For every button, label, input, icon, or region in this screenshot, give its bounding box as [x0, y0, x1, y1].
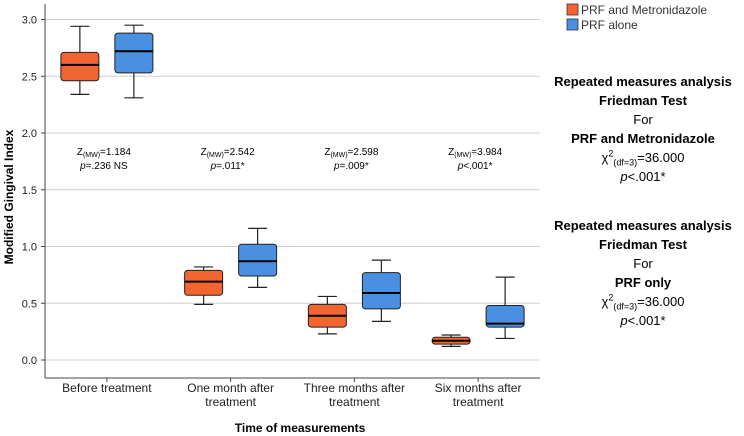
note-test: Friedman Test	[599, 93, 687, 108]
box-prf-metronidazole	[307, 295, 347, 335]
x-tick-label: Six months after treatment	[435, 381, 522, 409]
box-iqr	[485, 305, 525, 328]
note-p-value: p<.001*	[620, 313, 666, 328]
note-title: Repeated measures analysis	[554, 218, 732, 233]
friedman-note-prf: Repeated measures analysis Friedman Test…	[542, 216, 744, 330]
box-iqr	[60, 51, 100, 82]
box-prf-metronidazole	[60, 25, 100, 96]
legend-swatch	[566, 3, 579, 16]
note-group: PRF only	[614, 275, 672, 290]
box-prf-metronidazole	[184, 266, 224, 305]
mann-whitney-p: p=.009*	[333, 161, 369, 172]
x-tick-label: Three months after treatment	[304, 381, 405, 409]
box-iqr	[238, 243, 278, 277]
mann-whitney-z: Z(MW)=2.598	[324, 147, 379, 159]
box-prf-alone	[485, 276, 525, 340]
mann-whitney-p: p=.236 NS	[79, 161, 128, 172]
legend-label: PRF and Metronidazole	[581, 3, 707, 17]
mann-whitney-z: Z(MW)=1.184	[77, 147, 132, 159]
legend-swatch	[566, 18, 579, 31]
box-iqr	[361, 272, 401, 310]
y-tick-label: 1.5	[22, 185, 37, 197]
note-group: PRF and Metronidazole	[571, 131, 715, 146]
x-tick-label: Before treatment	[62, 381, 152, 395]
y-tick-label: 0.0	[22, 355, 37, 367]
x-tick-label: One month after treatment	[187, 381, 274, 409]
note-chi-square: χ2(df=3)=36.000	[601, 292, 685, 312]
mann-whitney-z: Z(MW)=2.542	[201, 147, 256, 159]
y-tick-label: 2.0	[22, 128, 37, 140]
y-tick-label: 0.5	[22, 298, 37, 310]
box-prf-alone	[361, 259, 401, 323]
box-prf-alone	[238, 227, 278, 288]
y-tick-label: 3.0	[22, 15, 37, 27]
box-iqr	[184, 269, 224, 296]
box-iqr	[114, 32, 154, 74]
x-axis-label: Time of measurements	[235, 421, 366, 435]
mann-whitney-z: Z(MW)=3.984	[448, 147, 503, 159]
box-prf-metronidazole	[431, 334, 471, 347]
mann-whitney-p: p=.011*	[210, 161, 245, 172]
legend-label: PRF alone	[581, 18, 638, 32]
box-prf-alone	[114, 24, 154, 99]
note-chi-square: χ2(df=3)=36.000	[601, 148, 685, 168]
note-test: Friedman Test	[599, 237, 687, 252]
y-axis-label: Modified Gingival Index	[2, 129, 16, 264]
friedman-note-combined: Repeated measures analysis Friedman Test…	[542, 72, 744, 186]
note-title: Repeated measures analysis	[554, 74, 732, 89]
note-for: For	[633, 256, 653, 271]
y-tick-label: 1.0	[22, 242, 37, 254]
y-tick-label: 2.5	[22, 71, 37, 83]
note-p-value: p<.001*	[620, 169, 666, 184]
mann-whitney-p: p<.001*	[457, 161, 493, 172]
note-for: For	[633, 112, 653, 127]
